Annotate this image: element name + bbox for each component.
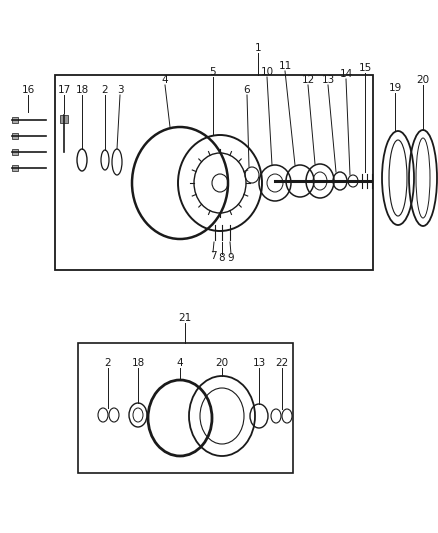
Text: 5: 5 <box>210 67 216 77</box>
Text: 3: 3 <box>117 85 124 95</box>
Bar <box>55 75 373 270</box>
Text: 13: 13 <box>252 358 265 368</box>
Bar <box>12 133 18 139</box>
Text: 20: 20 <box>215 358 229 368</box>
Bar <box>12 149 18 155</box>
Text: 2: 2 <box>102 85 108 95</box>
Text: 9: 9 <box>228 253 234 263</box>
Text: 18: 18 <box>75 85 88 95</box>
Text: 2: 2 <box>105 358 111 368</box>
Text: 21: 21 <box>178 313 192 323</box>
Text: 11: 11 <box>279 61 292 71</box>
Text: 22: 22 <box>276 358 289 368</box>
Text: 13: 13 <box>321 75 335 85</box>
Text: 19: 19 <box>389 83 402 93</box>
Text: 17: 17 <box>57 85 71 95</box>
Text: 14: 14 <box>339 69 353 79</box>
Bar <box>12 117 18 123</box>
Text: 6: 6 <box>244 85 250 95</box>
Text: 20: 20 <box>417 75 430 85</box>
Text: 15: 15 <box>358 63 371 73</box>
Text: 1: 1 <box>254 43 261 53</box>
Text: 12: 12 <box>301 75 314 85</box>
Text: 10: 10 <box>261 67 274 77</box>
Bar <box>78 343 293 473</box>
Bar <box>12 165 18 171</box>
Text: 4: 4 <box>162 75 168 85</box>
Text: 4: 4 <box>177 358 184 368</box>
Text: 16: 16 <box>21 85 35 95</box>
Text: 7: 7 <box>210 251 216 261</box>
Text: 18: 18 <box>131 358 145 368</box>
Bar <box>60 115 68 123</box>
Text: 8: 8 <box>219 253 225 263</box>
